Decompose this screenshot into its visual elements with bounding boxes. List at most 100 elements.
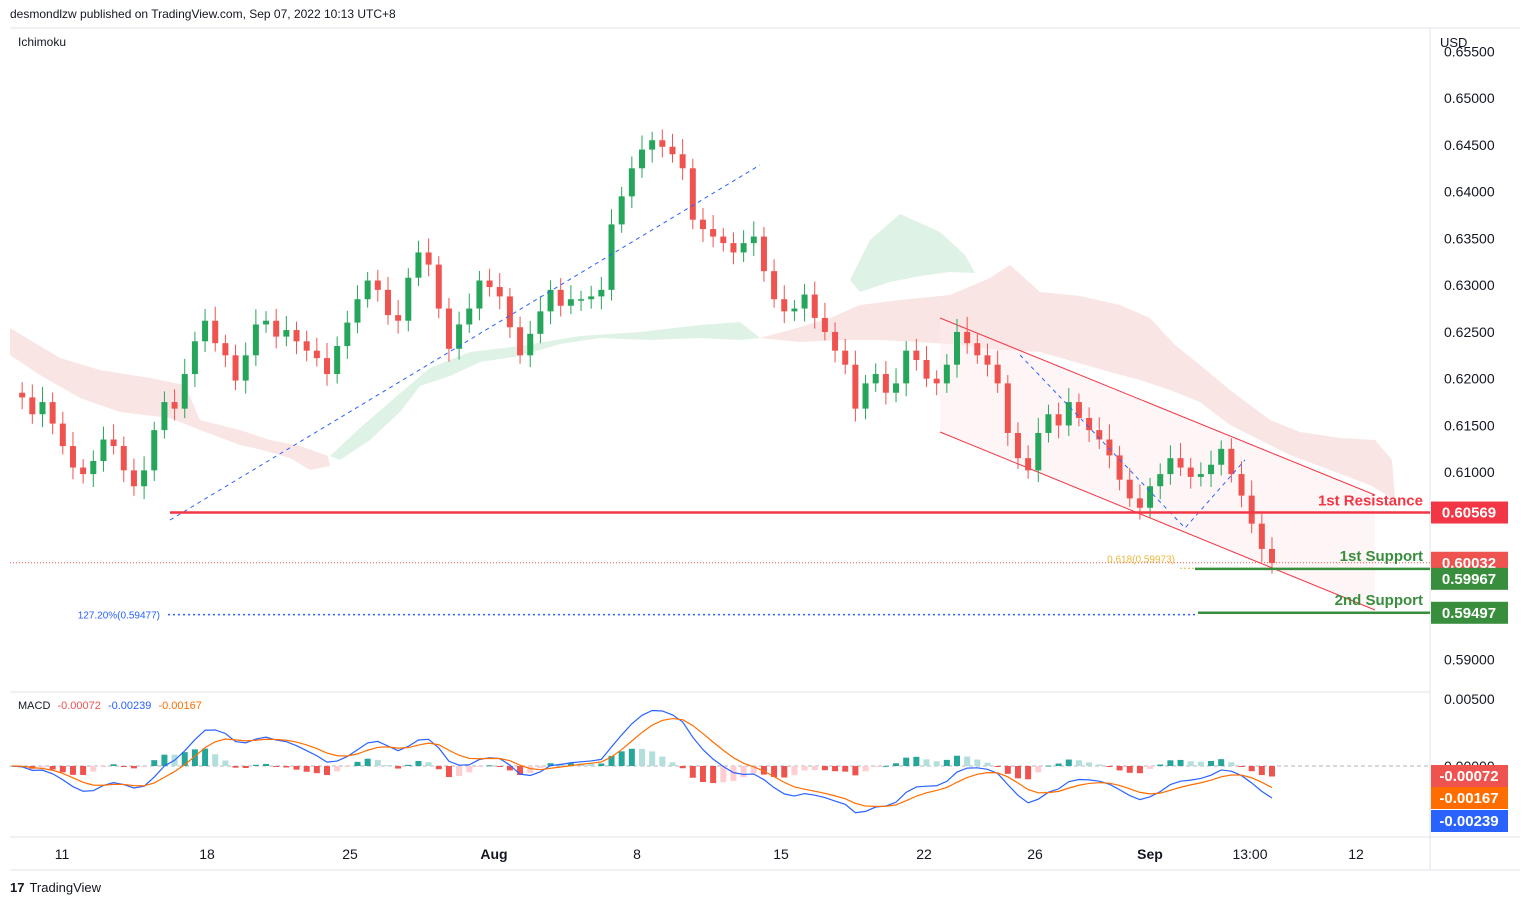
macd-hist-bar — [730, 766, 737, 781]
candle-body — [628, 168, 635, 197]
candle-body — [933, 378, 940, 384]
candle-body — [1197, 474, 1204, 477]
macd-hist-bar — [252, 764, 259, 766]
macd-legend[interactable]: MACD -0.00072 -0.00239 -0.00167 — [18, 700, 206, 712]
macd-hist-bar — [1116, 766, 1123, 771]
candle-body — [1075, 402, 1082, 418]
macd-hist-bar — [639, 748, 645, 766]
macd-hist-bar — [1014, 766, 1021, 779]
candle-body — [832, 331, 839, 351]
y-tick-label: 0.59000 — [1444, 651, 1495, 667]
macd-hist-bar — [435, 766, 442, 770]
tradingview-footer[interactable]: 17 TradingView — [10, 880, 101, 895]
macd-hist-bar — [699, 766, 706, 783]
macd-hist-bar — [293, 766, 300, 770]
candle-body — [161, 402, 168, 431]
macd-hist-bar — [161, 754, 168, 766]
candle-body — [1177, 458, 1184, 468]
macd-hist-bar — [110, 764, 117, 766]
candle-body — [699, 219, 706, 230]
macd-hist-bar — [811, 766, 818, 771]
macd-hist-bar — [1147, 766, 1154, 769]
candle-body — [476, 280, 483, 309]
candle-body — [1065, 402, 1072, 426]
cloud-bearish-1 — [10, 328, 330, 470]
candle-body — [669, 146, 676, 155]
y-tick-label: 0.62500 — [1444, 324, 1495, 340]
candle-body — [39, 402, 46, 415]
macd-hist-bar — [669, 762, 676, 766]
candle-body — [964, 331, 971, 344]
candle-body — [1238, 474, 1245, 496]
macd-hist-bar — [1004, 766, 1011, 774]
support-1-label: 1st Support — [1340, 548, 1423, 565]
candle-body — [1106, 439, 1113, 456]
channel-lower-line — [939, 431, 1376, 611]
candle-body — [954, 331, 960, 365]
candle-body — [405, 277, 412, 321]
macd-signal-tag — [1431, 787, 1508, 809]
candle-body — [608, 224, 615, 290]
candle-body — [791, 308, 798, 312]
candle-body — [679, 154, 686, 169]
candle-body — [1136, 498, 1143, 508]
macd-hist-bar — [100, 766, 107, 767]
resistance-price-tag — [1431, 501, 1508, 524]
macd-hist-bar — [862, 766, 869, 772]
candle-body — [852, 364, 859, 409]
macd-hist-bar — [984, 762, 991, 766]
x-tick-label: 8 — [633, 846, 641, 862]
candle-body — [740, 243, 747, 253]
macd-hist-bar — [1065, 759, 1072, 766]
candle-body — [395, 315, 402, 321]
price-axis[interactable]: 0.65500 0.65000 0.64500 0.64000 0.63500 0.630… — [1444, 43, 1495, 667]
candle-body — [181, 374, 188, 409]
resistance-label: 1st Resistance — [1318, 493, 1423, 510]
x-tick-label: 13:00 — [1232, 846, 1267, 862]
macd-hist-bar — [598, 763, 605, 766]
candle-body — [781, 299, 788, 312]
candle-body — [923, 360, 930, 379]
macd-hist-bar — [425, 762, 432, 766]
candle-body — [943, 364, 950, 384]
macd-hist-bar — [313, 766, 320, 774]
candle-body — [893, 383, 900, 393]
x-tick-label: Aug — [480, 846, 507, 862]
macd-hist-bar — [608, 755, 615, 766]
macd-line-tag-text: -0.00239 — [1439, 813, 1498, 830]
macd-legend-label: MACD — [18, 700, 51, 712]
candle-body — [872, 374, 879, 384]
macd-hist-bar — [283, 766, 290, 768]
indicator-label[interactable]: Ichimoku — [18, 35, 67, 49]
macd-hist-bar — [374, 760, 381, 766]
candle-body — [1248, 495, 1255, 524]
macd-hist-bar — [1045, 765, 1052, 767]
candle-body — [882, 374, 889, 393]
macd-hist-bar — [710, 766, 717, 784]
macd-hist-bar — [263, 763, 270, 766]
macd-pane: 0.005000.00000-0.00072-0.00167-0.00239 — [9, 691, 1508, 832]
candle-body — [750, 236, 757, 244]
support-1-price-text: 0.59967 — [1442, 571, 1496, 588]
time-axis[interactable]: 11 18 25 Aug 8 15 22 26 Sep 13:00 12 — [55, 846, 1364, 862]
levels-group: 1st Resistance 0.60569 0.60032 0.618(0.5997… — [10, 493, 1508, 624]
macd-line-tag — [1431, 810, 1508, 832]
macd-hist-bar — [517, 766, 524, 775]
candle-body — [202, 320, 209, 342]
macd-hist-bar — [120, 766, 127, 767]
macd-hist-bar — [1258, 766, 1265, 776]
support-2-price-tag — [1431, 601, 1508, 624]
macd-hist-bar — [1025, 766, 1032, 780]
last-price-text: 0.60032 — [1442, 555, 1496, 572]
channel-upper-line — [939, 317, 1376, 496]
macd-hist-bar — [354, 761, 361, 766]
candle-body — [1269, 548, 1275, 563]
macd-hist-bar — [537, 766, 544, 769]
candle-body — [578, 299, 585, 301]
macd-hist-tag — [1431, 765, 1508, 787]
candle-body — [263, 320, 270, 325]
candle-body — [384, 289, 391, 316]
macd-hist-bar — [801, 766, 808, 771]
macd-hist-bar — [1096, 764, 1103, 766]
